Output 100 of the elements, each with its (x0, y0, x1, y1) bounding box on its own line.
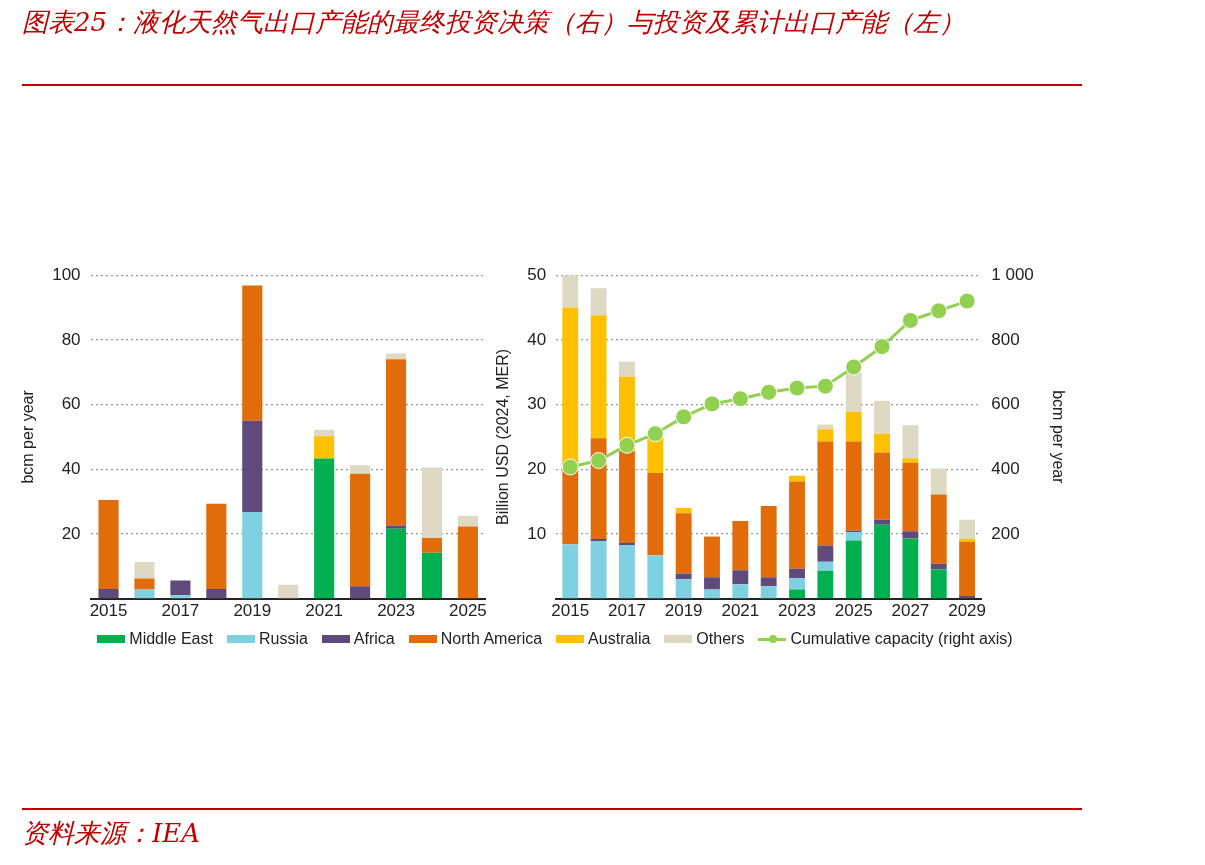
bar (170, 580, 191, 596)
point (930, 302, 948, 320)
y-tick-label: 20 (61, 523, 81, 543)
bar (562, 544, 579, 599)
point (901, 311, 919, 329)
y-tick-label: 100 (52, 264, 81, 284)
chart-title: 图表25：液化天然气出口产能的最终投资决策（右）与投资及累计出口产能（左） (22, 2, 1082, 86)
bar (590, 288, 607, 316)
point (958, 292, 976, 310)
bar (675, 513, 692, 574)
bar (647, 555, 664, 599)
bar (170, 595, 191, 599)
bar (457, 526, 478, 599)
bar (732, 520, 749, 571)
bar (385, 359, 407, 526)
x-tick-label: 2025 (448, 601, 487, 621)
point (618, 436, 636, 454)
bar (959, 541, 976, 597)
bar (206, 588, 227, 599)
x-tick-label: 2019 (664, 601, 703, 621)
bar (134, 589, 155, 599)
x-tick-label: 2015 (89, 601, 128, 621)
y2-tick-label: 600 (991, 394, 1020, 414)
bar (206, 503, 227, 589)
bar (902, 462, 919, 532)
y2-tick-label: 200 (991, 523, 1020, 543)
bar (314, 429, 335, 437)
legend-label: Others (696, 630, 745, 648)
bar (732, 584, 749, 599)
bar (845, 441, 862, 531)
bar (704, 536, 720, 578)
y-tick-label: 20 (527, 458, 547, 478)
point (816, 377, 834, 395)
bar (704, 577, 720, 590)
bar (732, 570, 749, 585)
bar (959, 519, 976, 540)
bar (647, 473, 664, 556)
bar (874, 452, 890, 520)
bar (930, 569, 947, 599)
x-tick-label: 2017 (608, 601, 646, 621)
bar (421, 538, 443, 553)
bar (930, 494, 947, 564)
bar (385, 353, 407, 360)
bar (242, 420, 263, 512)
legend-label: Russia (258, 630, 308, 648)
bar (817, 570, 834, 599)
legend-label: Middle East (129, 630, 213, 648)
bar (385, 528, 407, 599)
bar (874, 433, 890, 453)
bar (421, 467, 443, 539)
bar (675, 579, 692, 599)
bar (789, 577, 805, 590)
bar (421, 552, 443, 599)
bar (350, 465, 371, 474)
bar (760, 586, 777, 599)
bar (845, 411, 862, 442)
bar (902, 531, 919, 539)
y-tick-label: 40 (527, 329, 547, 349)
bar (760, 577, 777, 587)
bar (874, 524, 890, 599)
bar (562, 275, 579, 308)
bar (98, 499, 119, 589)
bar (590, 541, 607, 599)
point (760, 383, 778, 401)
bar (817, 441, 834, 546)
y2-tick-label: 1 000 (991, 264, 1034, 284)
point (788, 379, 806, 397)
bar (98, 588, 119, 599)
bar (457, 515, 478, 527)
y-tick-label: 80 (61, 329, 81, 349)
y-axis-title: Billion USD (2024, MER) (494, 348, 512, 525)
bar (314, 458, 335, 599)
bar (930, 468, 947, 495)
bar (675, 508, 692, 514)
bar (845, 372, 862, 412)
point (675, 408, 693, 426)
text: 资料来源：IEA (22, 808, 1082, 851)
x-tick-label: 2025 (834, 601, 873, 621)
point (731, 390, 749, 408)
bar (789, 568, 805, 578)
legend-label: North America (440, 630, 543, 648)
y-tick-label: 10 (527, 523, 547, 543)
y-tick-label: 60 (61, 394, 81, 414)
y2-tick-label: 400 (991, 458, 1020, 478)
y-tick-label: 50 (527, 264, 547, 284)
bar (134, 578, 155, 590)
bar (562, 307, 579, 463)
bar (590, 315, 607, 439)
legend-label: Cumulative capacity (right axis) (790, 630, 1013, 648)
x-tick-label: 2029 (948, 601, 986, 621)
bar (874, 519, 890, 525)
point (646, 425, 664, 443)
bar (817, 545, 834, 562)
bar (789, 475, 805, 482)
point (561, 458, 579, 476)
bar (789, 481, 805, 569)
x-tick-label: 2021 (721, 601, 760, 621)
bar (314, 436, 335, 459)
point (845, 358, 863, 376)
y-tick-label: 40 (61, 458, 81, 478)
